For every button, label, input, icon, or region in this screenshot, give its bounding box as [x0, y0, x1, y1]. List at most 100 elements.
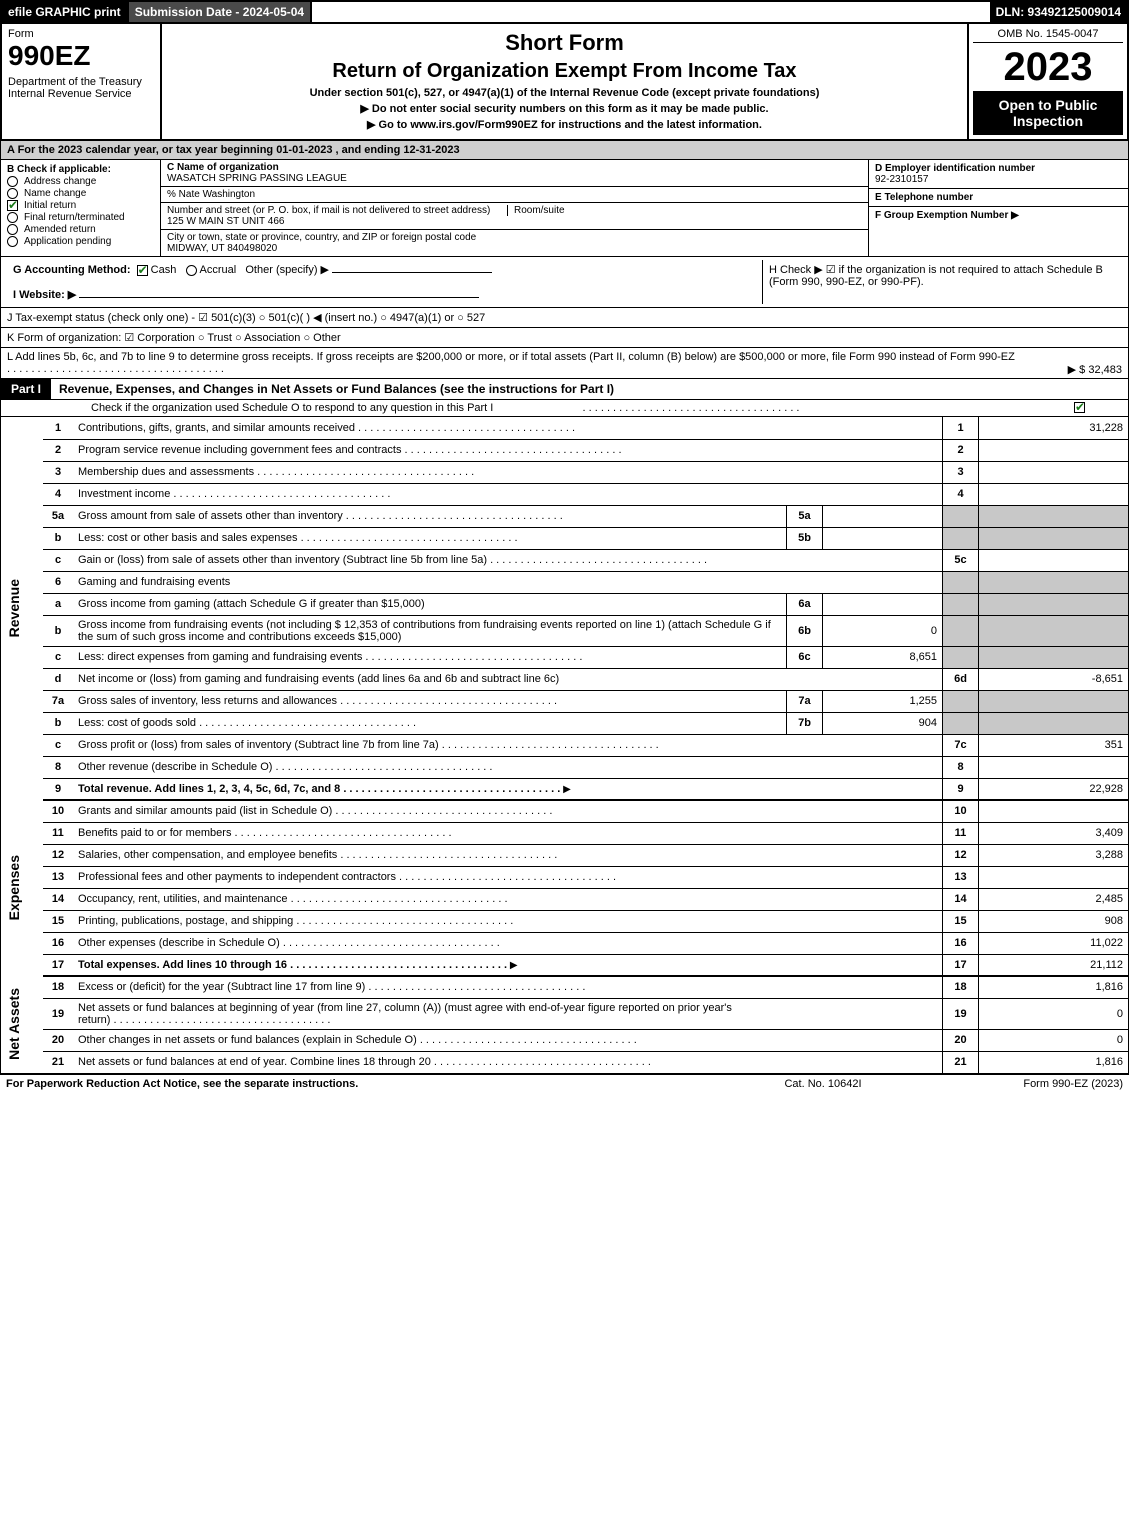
group-exemption-label: F Group Exemption Number ▶	[875, 210, 1019, 221]
row-l-text: L Add lines 5b, 6c, and 7b to line 9 to …	[7, 351, 1015, 363]
topbar: efile GRAPHIC print Submission Date - 20…	[0, 0, 1129, 24]
org-name-label: C Name of organization	[167, 162, 279, 173]
street-value: 125 W MAIN ST UNIT 466	[167, 216, 284, 227]
part-i-header: Part I Revenue, Expenses, and Changes in…	[0, 379, 1129, 400]
footer: For Paperwork Reduction Act Notice, see …	[0, 1074, 1129, 1093]
city-row: City or town, state or province, country…	[161, 230, 868, 256]
part-i-tag: Part I	[1, 379, 51, 399]
care-of-row: % Nate Washington	[161, 187, 868, 203]
line-20: 20 Other changes in net assets or fund b…	[1, 1029, 1129, 1051]
ein-value: 92-2310157	[875, 174, 928, 185]
chk-address-change[interactable]: Address change	[7, 176, 154, 187]
subtitle-3: ▶ Go to www.irs.gov/Form990EZ for instru…	[168, 118, 961, 131]
box-d: D Employer identification number 92-2310…	[869, 160, 1128, 189]
header-right: OMB No. 1545-0047 2023 Open to Public In…	[967, 24, 1127, 139]
row-g: G Accounting Method: Cash Accrual Other …	[7, 260, 762, 304]
box-def: D Employer identification number 92-2310…	[868, 160, 1128, 256]
omb-number: OMB No. 1545-0047	[973, 28, 1123, 43]
box-f: F Group Exemption Number ▶	[869, 207, 1128, 256]
line-3: 3 Membership dues and assessments 3	[1, 461, 1129, 483]
open-inspection: Open to Public Inspection	[973, 91, 1123, 135]
line-1: Revenue 1 Contributions, gifts, grants, …	[1, 417, 1129, 439]
line-11: 11 Benefits paid to or for members 113,4…	[1, 822, 1129, 844]
line-7b: b Less: cost of goods sold 7b904	[1, 712, 1129, 734]
street-row: Number and street (or P. O. box, if mail…	[161, 203, 868, 230]
box-b: B Check if applicable: Address change Na…	[1, 160, 161, 256]
header-mid: Short Form Return of Organization Exempt…	[162, 24, 967, 139]
box-e: E Telephone number	[869, 189, 1128, 207]
line-6b: b Gross income from fundraising events (…	[1, 615, 1129, 646]
line-8: 8 Other revenue (describe in Schedule O)…	[1, 756, 1129, 778]
line-17: 17 Total expenses. Add lines 10 through …	[1, 954, 1129, 976]
ein-label: D Employer identification number	[875, 163, 1035, 174]
row-k: K Form of organization: ☑ Corporation ○ …	[0, 328, 1129, 348]
part-i-sub: Check if the organization used Schedule …	[91, 402, 583, 414]
tax-year: 2023	[973, 47, 1123, 87]
footer-cat: Cat. No. 10642I	[723, 1078, 923, 1090]
line-5a: 5a Gross amount from sale of assets othe…	[1, 505, 1129, 527]
street-label: Number and street (or P. O. box, if mail…	[167, 205, 490, 216]
efile-print[interactable]: efile GRAPHIC print	[2, 2, 129, 22]
tab-revenue: Revenue	[6, 575, 22, 641]
org-name: WASATCH SPRING PASSING LEAGUE	[167, 173, 347, 184]
line-14: 14 Occupancy, rent, utilities, and maint…	[1, 888, 1129, 910]
chk-schedule-o[interactable]	[1074, 402, 1085, 413]
lines-table: Revenue 1 Contributions, gifts, grants, …	[0, 417, 1129, 1074]
subtitle-2: ▶ Do not enter social security numbers o…	[168, 102, 961, 115]
dln: DLN: 93492125009014	[990, 2, 1127, 22]
box-b-header: B Check if applicable:	[7, 164, 154, 175]
irs-label: Internal Revenue Service	[8, 88, 154, 100]
chk-name-change[interactable]: Name change	[7, 188, 154, 199]
line-5c: c Gain or (loss) from sale of assets oth…	[1, 549, 1129, 571]
line-19: 19 Net assets or fund balances at beginn…	[1, 998, 1129, 1029]
submission-date: Submission Date - 2024-05-04	[129, 2, 312, 22]
part-i-title: Revenue, Expenses, and Changes in Net As…	[51, 379, 1128, 399]
city-value: MIDWAY, UT 840498020	[167, 243, 277, 254]
room-label: Room/suite	[507, 205, 565, 216]
line-10: Expenses 10 Grants and similar amounts p…	[1, 800, 1129, 822]
line-12: 12 Salaries, other compensation, and emp…	[1, 844, 1129, 866]
box-c: C Name of organization WASATCH SPRING PA…	[161, 160, 868, 256]
subtitle-1: Under section 501(c), 527, or 4947(a)(1)…	[168, 87, 961, 99]
part-i-subrow: Check if the organization used Schedule …	[0, 400, 1129, 417]
line-16: 16 Other expenses (describe in Schedule …	[1, 932, 1129, 954]
form-number: 990EZ	[8, 42, 154, 70]
row-a-tax-year: A For the 2023 calendar year, or tax yea…	[0, 141, 1129, 160]
row-j: J Tax-exempt status (check only one) - ☑…	[0, 308, 1129, 328]
form-label: Form	[8, 28, 154, 40]
line-5b: b Less: cost or other basis and sales ex…	[1, 527, 1129, 549]
title-main: Return of Organization Exempt From Incom…	[168, 60, 961, 83]
line-13: 13 Professional fees and other payments …	[1, 866, 1129, 888]
line-6a: a Gross income from gaming (attach Sched…	[1, 593, 1129, 615]
city-label: City or town, state or province, country…	[167, 232, 476, 243]
line-4: 4 Investment income 4	[1, 483, 1129, 505]
chk-final-return[interactable]: Final return/terminated	[7, 212, 154, 223]
chk-accrual[interactable]	[186, 265, 197, 276]
row-h: H Check ▶ ☑ if the organization is not r…	[762, 260, 1122, 304]
line-2: 2 Program service revenue including gove…	[1, 439, 1129, 461]
line-7a: 7a Gross sales of inventory, less return…	[1, 690, 1129, 712]
line-18: Net Assets 18 Excess or (deficit) for th…	[1, 976, 1129, 998]
line-21: 21 Net assets or fund balances at end of…	[1, 1051, 1129, 1073]
line-15: 15 Printing, publications, postage, and …	[1, 910, 1129, 932]
chk-application-pending[interactable]: Application pending	[7, 236, 154, 247]
section-bcdef: B Check if applicable: Address change Na…	[0, 160, 1129, 256]
row-gh: G Accounting Method: Cash Accrual Other …	[0, 256, 1129, 308]
org-name-row: C Name of organization WASATCH SPRING PA…	[161, 160, 868, 187]
line-6c: c Less: direct expenses from gaming and …	[1, 646, 1129, 668]
line-9: 9 Total revenue. Add lines 1, 2, 3, 4, 5…	[1, 778, 1129, 800]
title-short-form: Short Form	[168, 30, 961, 56]
row-l: L Add lines 5b, 6c, and 7b to line 9 to …	[0, 348, 1129, 379]
chk-amended-return[interactable]: Amended return	[7, 224, 154, 235]
tab-net-assets: Net Assets	[6, 984, 22, 1064]
phone-label: E Telephone number	[875, 192, 973, 203]
dept-treasury: Department of the Treasury	[8, 76, 154, 88]
footer-form: Form 990-EZ (2023)	[923, 1078, 1123, 1090]
chk-cash[interactable]	[137, 265, 148, 276]
form-header: Form 990EZ Department of the Treasury In…	[0, 24, 1129, 141]
line-6: 6 Gaming and fundraising events	[1, 571, 1129, 593]
line-7c: c Gross profit or (loss) from sales of i…	[1, 734, 1129, 756]
tab-expenses: Expenses	[6, 851, 22, 924]
chk-initial-return[interactable]: Initial return	[7, 200, 154, 211]
footer-left: For Paperwork Reduction Act Notice, see …	[6, 1078, 723, 1090]
